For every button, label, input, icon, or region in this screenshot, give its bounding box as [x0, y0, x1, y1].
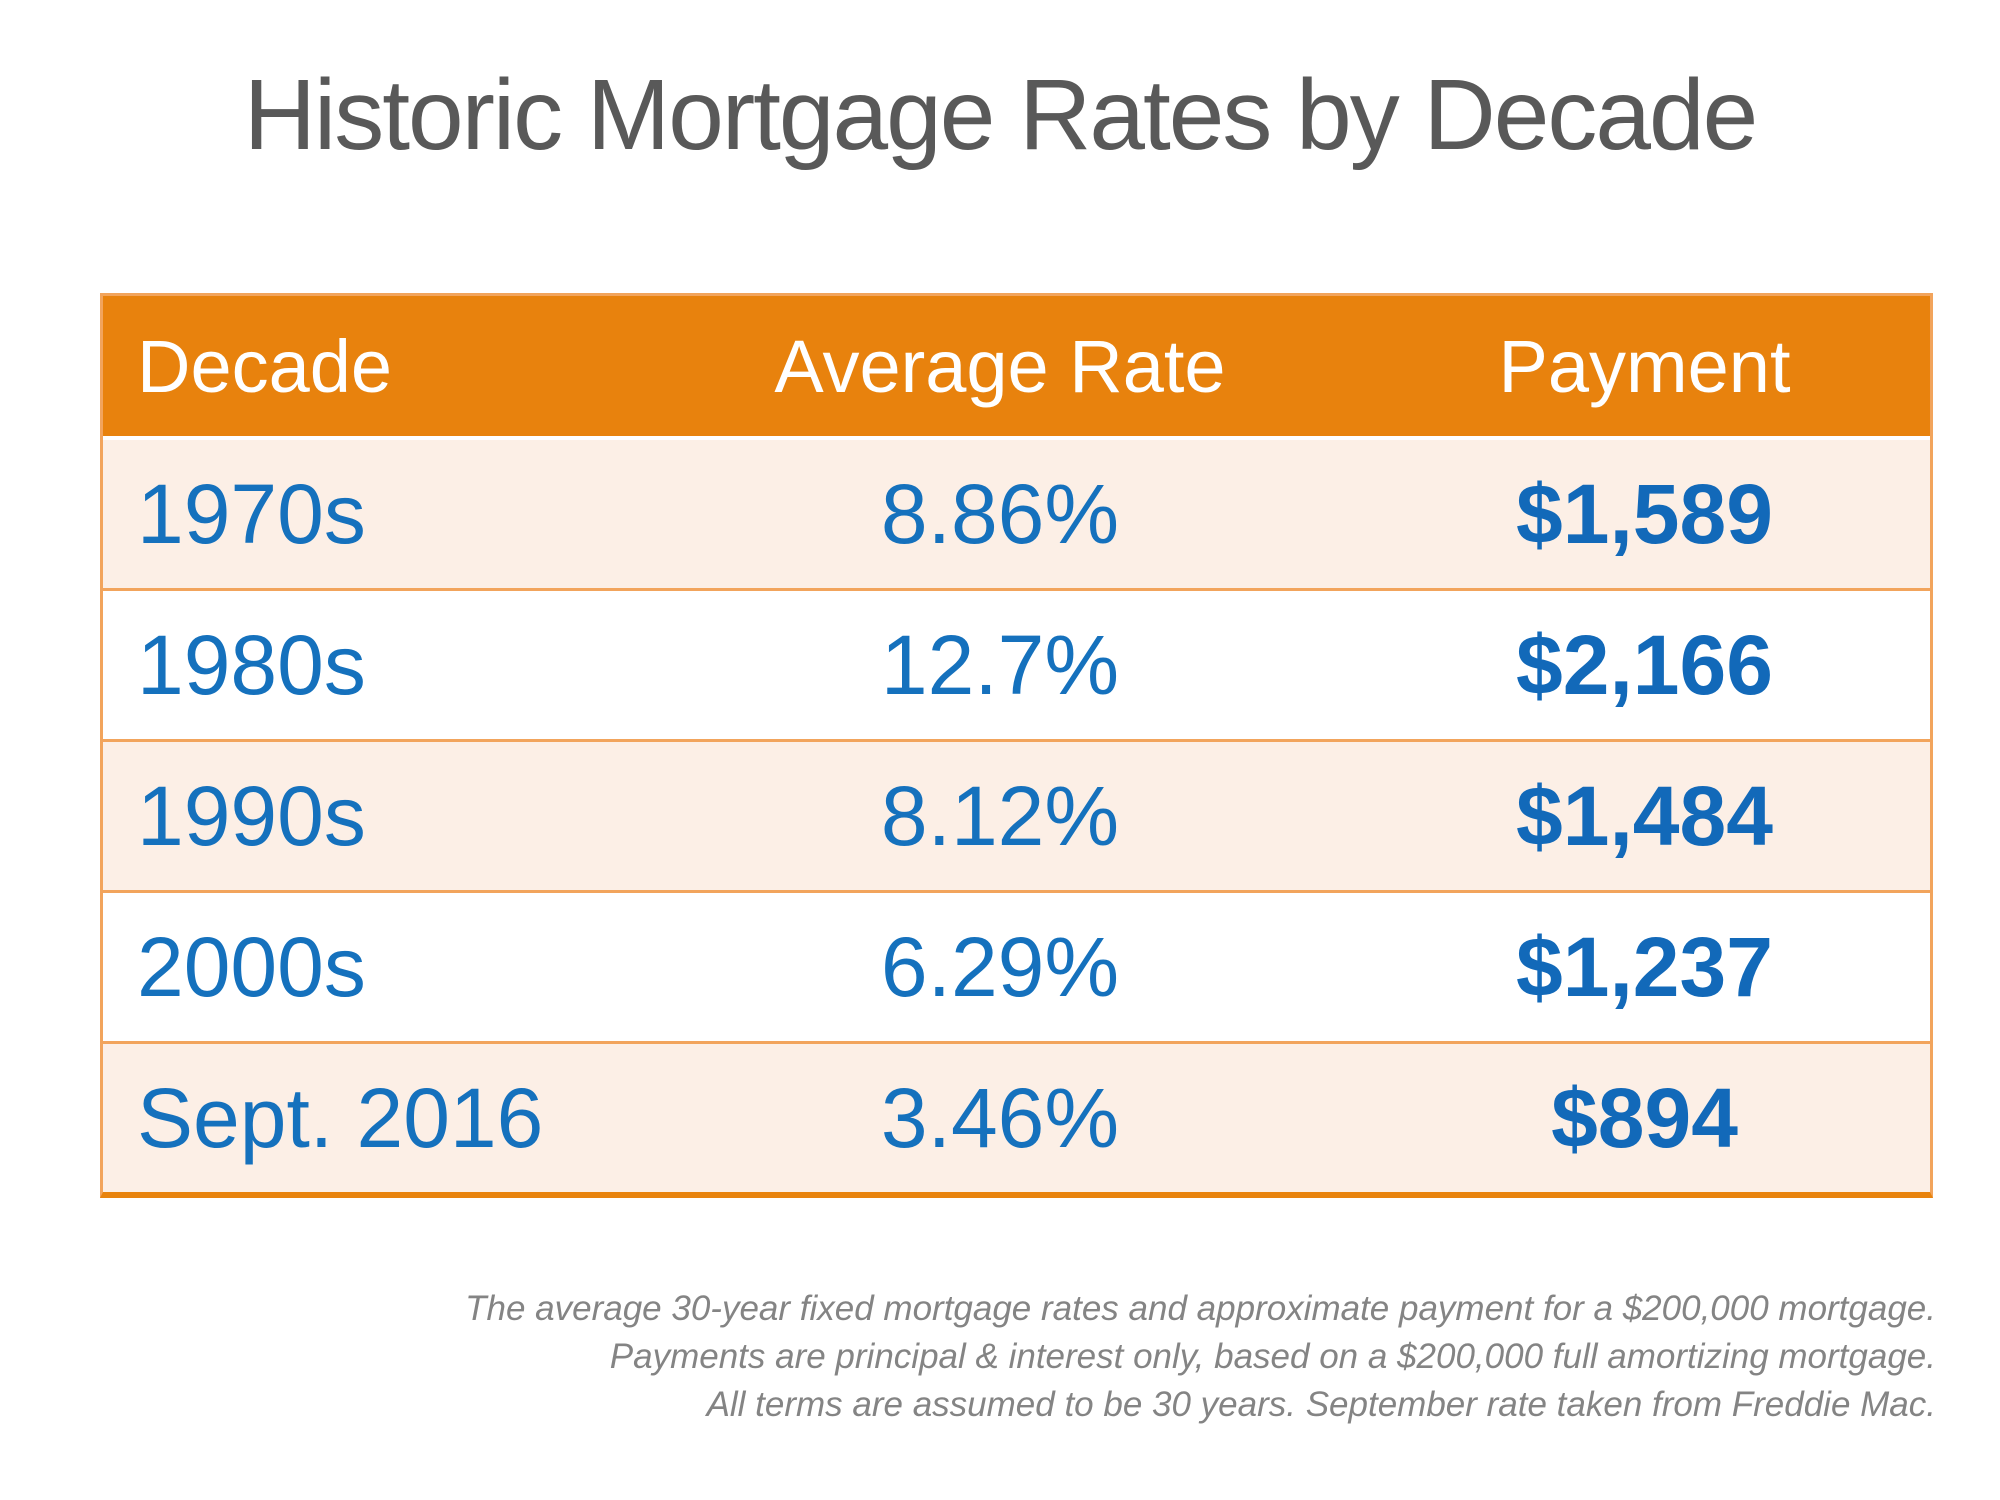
decade-cell: 2000s: [137, 919, 366, 1014]
table-row: 1990s 8.12% $1,484: [103, 739, 1930, 890]
table-row: 1980s 12.7% $2,166: [103, 588, 1930, 739]
header-cell-payment: Payment: [1498, 324, 1791, 408]
decade-cell: 1980s: [137, 617, 366, 712]
table-row: 2000s 6.29% $1,237: [103, 890, 1930, 1041]
table-header-row: Decade Average Rate Payment: [103, 296, 1930, 440]
payment-cell: $894: [1551, 1070, 1738, 1165]
footnote-line: The average 30-year fixed mortgage rates…: [465, 1289, 1936, 1328]
table-row: Sept. 2016 3.46% $894: [103, 1041, 1930, 1192]
rate-cell: 3.46%: [880, 1070, 1120, 1165]
rate-cell: 8.12%: [880, 768, 1120, 863]
payment-cell: $1,484: [1516, 768, 1773, 863]
table-row: 1970s 8.86% $1,589: [103, 440, 1930, 588]
footnote-line: All terms are assumed to be 30 years. Se…: [706, 1385, 1936, 1424]
header-cell-average-rate: Average Rate: [774, 324, 1226, 408]
header-cell-decade: Decade: [137, 324, 393, 408]
decade-cell: Sept. 2016: [137, 1070, 544, 1165]
footnote: The average 30-year fixed mortgage rates…: [465, 1285, 1936, 1429]
rate-cell: 6.29%: [880, 919, 1120, 1014]
decade-cell: 1990s: [137, 768, 366, 863]
rate-cell: 8.86%: [880, 466, 1120, 561]
payment-cell: $1,237: [1516, 919, 1773, 1014]
payment-cell: $1,589: [1516, 466, 1773, 561]
footnote-line: Payments are principal & interest only, …: [609, 1337, 1936, 1376]
payment-cell: $2,166: [1516, 617, 1773, 712]
decade-cell: 1970s: [137, 466, 366, 561]
page-title: Historic Mortgage Rates by Decade: [243, 59, 1758, 171]
mortgage-rates-table: Decade Average Rate Payment 1970s 8.86% …: [100, 293, 1933, 1198]
rate-cell: 12.7%: [880, 617, 1120, 712]
